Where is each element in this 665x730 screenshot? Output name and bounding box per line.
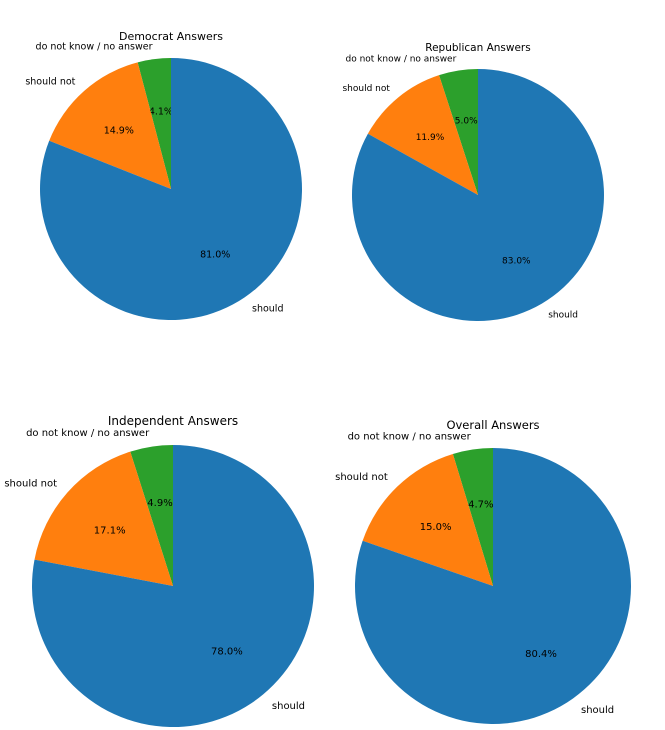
- pie-chart-3: Independent Answers 4.9% do not know / no …: [4, 414, 315, 727]
- pie-pct-label: 80.4%: [525, 649, 557, 660]
- pie-category-label: should not: [4, 479, 57, 490]
- chart-title: Independent Answers: [108, 414, 238, 428]
- pie-pct-label: 4.7%: [468, 500, 493, 511]
- pie-category-label: should: [581, 705, 614, 716]
- pie-slice-do-not-know-no-answer: [452, 448, 493, 586]
- pie-pct-label: 4.1%: [149, 106, 173, 117]
- chart-title: Overall Answers: [446, 418, 539, 432]
- pie-pct-label: 17.1%: [94, 525, 126, 536]
- pie-category-label: should: [252, 304, 283, 315]
- pie-pct-label: 15.0%: [420, 522, 452, 533]
- pie-pct-label: 11.9%: [416, 133, 445, 143]
- pie-slice-should: [40, 57, 303, 320]
- pie-slice-should: [351, 69, 604, 321]
- pie-category-label: should not: [25, 77, 75, 88]
- pie-slice-should-not: [367, 75, 478, 195]
- pie-category-label: should not: [335, 472, 388, 483]
- pie-slice-should: [32, 445, 315, 727]
- pie-category-label: should not: [342, 84, 390, 94]
- pie-pct-label: 5.0%: [455, 117, 478, 127]
- pie-slice-should-not: [362, 453, 493, 586]
- pie-category-label: do not know / no answer: [348, 431, 472, 442]
- pie-pct-label: 78.0%: [211, 647, 243, 658]
- pie-category-label: do not know / no answer: [26, 428, 150, 439]
- pie-chart-2: Republican Answers 5.0% do not know / no a…: [342, 42, 604, 321]
- pie-pct-label: 4.9%: [147, 498, 172, 509]
- pie-slice-should-not: [49, 62, 172, 189]
- chart-title: Democrat Answers: [119, 30, 223, 43]
- pie-pct-label: 14.9%: [104, 126, 134, 137]
- pie-category-label: do not know / no answer: [346, 54, 457, 64]
- pie-slice-do-not-know-no-answer: [130, 445, 173, 586]
- pie-pct-label: 83.0%: [502, 256, 531, 266]
- pie-category-label: do not know / no answer: [36, 41, 153, 52]
- pie-slice-do-not-know-no-answer: [137, 58, 171, 189]
- pie-slice-do-not-know-no-answer: [439, 69, 478, 195]
- pie-category-label: should: [548, 311, 578, 321]
- pie-slice-should: [355, 448, 632, 725]
- pie-category-label: should: [272, 701, 305, 712]
- pie-pct-label: 81.0%: [200, 249, 230, 260]
- chart-title: Republican Answers: [425, 42, 530, 54]
- pie-slice-should-not: [34, 451, 173, 586]
- pie-chart-1: Democrat Answers 4.1% do not know / no ans…: [25, 30, 303, 320]
- pie-chart-4: Overall Answers 4.7% do not know / no answ…: [335, 418, 632, 725]
